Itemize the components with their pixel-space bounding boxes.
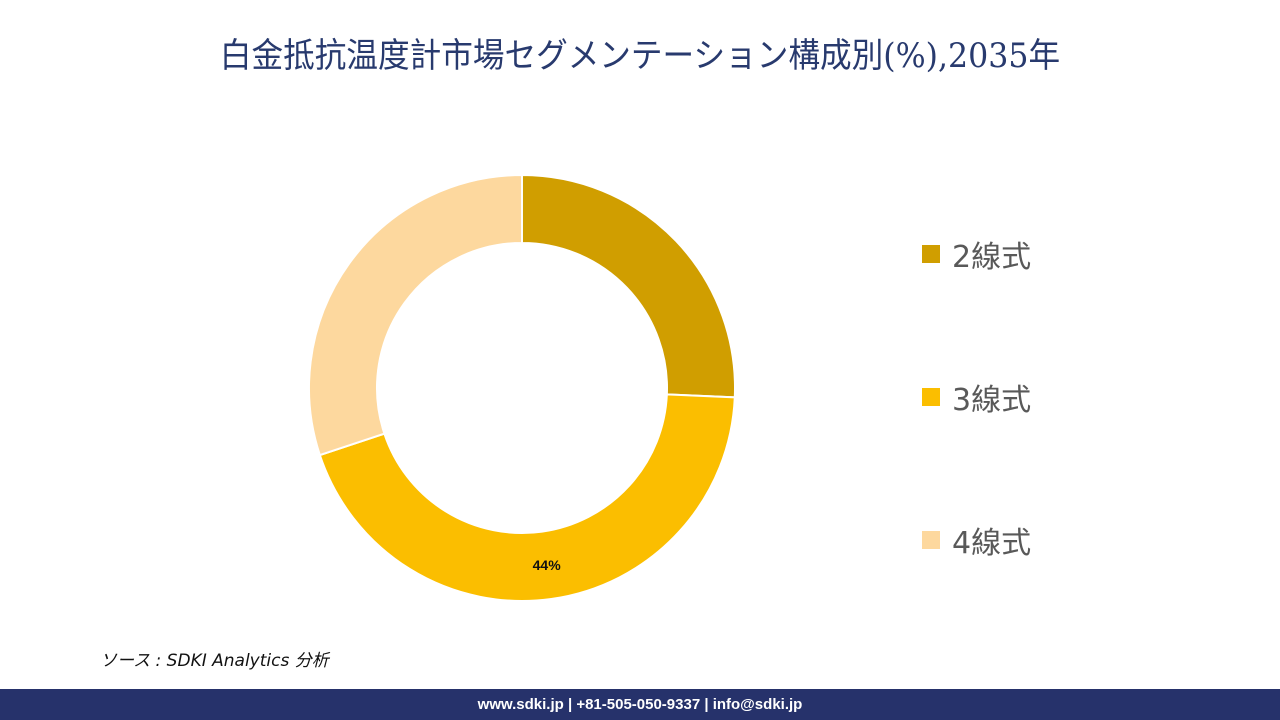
legend-label: 2線式 — [952, 240, 1032, 275]
donut-slice-3-wire — [318, 393, 736, 602]
legend-item-2-wire: 2線式 — [922, 230, 1031, 278]
legend-swatch-3-wire — [922, 388, 940, 406]
legend-label: 4線式 — [952, 526, 1032, 561]
donut-svg — [308, 173, 736, 602]
footer-bar: www.sdki.jp | +81-505-050-9337 | info@sd… — [0, 689, 1280, 720]
donut-slice-2-wire — [521, 173, 736, 399]
donut-slice-4-wire — [308, 173, 523, 457]
donut-chart: 44% — [300, 166, 744, 610]
legend-swatch-4-wire — [922, 531, 940, 549]
source-note: ソース : SDKI Analytics 分析 — [100, 651, 329, 671]
legend-item-4-wire: 4線式 — [922, 516, 1031, 564]
legend-item-3-wire: 3線式 — [922, 373, 1031, 421]
legend: 2線式 3線式 4線式 — [922, 230, 1031, 659]
legend-label: 3線式 — [952, 383, 1032, 418]
data-label-3-wire: 44% — [532, 557, 561, 574]
chart-title: 白金抵抗温度計市場セグメンテーション構成別(%),2035年 — [219, 36, 1061, 76]
footer-contact: www.sdki.jp | +81-505-050-9337 | info@sd… — [477, 696, 803, 713]
legend-swatch-2-wire — [922, 245, 940, 263]
